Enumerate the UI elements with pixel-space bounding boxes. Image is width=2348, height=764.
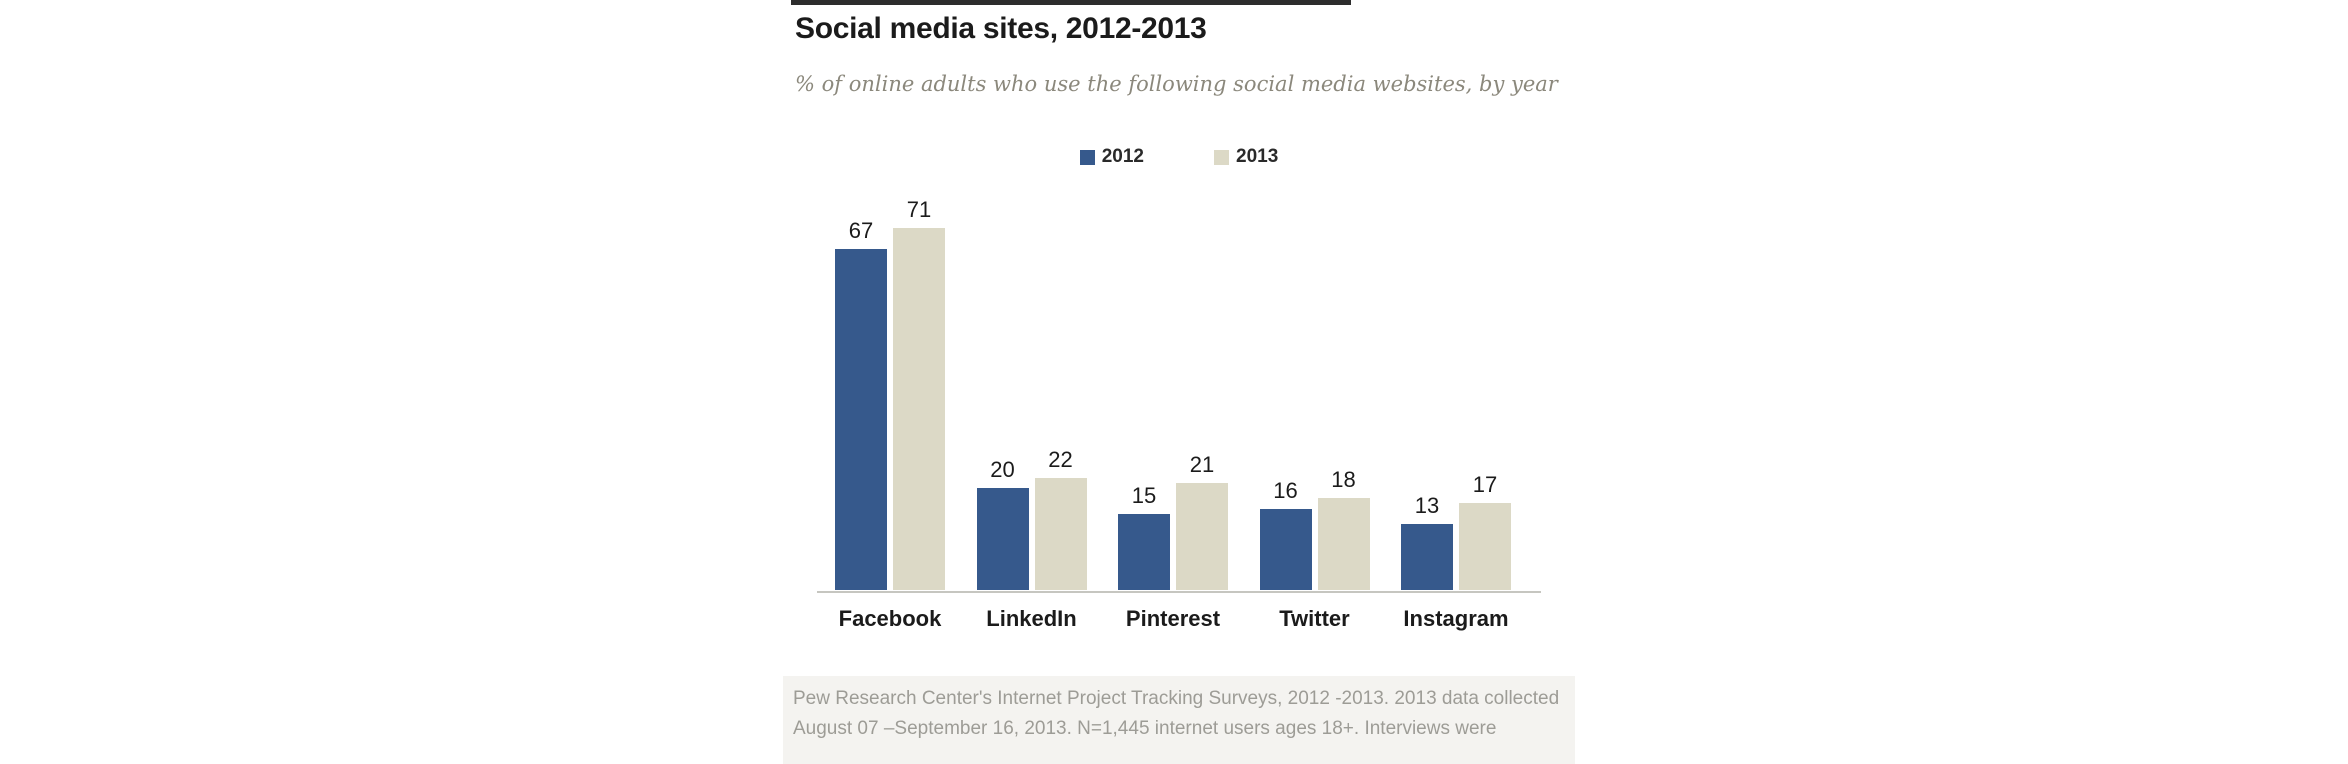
chart-subtitle: % of online adults who use the following… <box>795 72 1558 96</box>
source-note: Pew Research Center's Internet Project T… <box>793 684 1559 744</box>
bar-value-label: 18 <box>1331 467 1356 492</box>
category-label-facebook: Facebook <box>838 606 942 631</box>
bar-column: 22 <box>1034 447 1087 590</box>
legend-swatch-icon <box>1214 149 1229 165</box>
bar-2013-pinterest <box>1176 483 1228 590</box>
cropped-header-strip <box>791 0 1351 5</box>
bar-group-linkedin: 20 22 <box>976 447 1087 590</box>
bar-value-label: 22 <box>1048 447 1073 472</box>
chart-card: Social media sites, 2012-2013 % of onlin… <box>783 0 1575 764</box>
bar-column: 13 <box>1401 493 1453 590</box>
bar-value-label: 71 <box>906 197 932 222</box>
bar-group-pinterest: 15 21 <box>1118 452 1228 590</box>
legend-label: 2013 <box>1236 146 1279 167</box>
legend-item-2012: 2012 <box>1079 146 1144 168</box>
bar-column: 71 <box>893 197 945 590</box>
source-note-line-1: Pew Research Center's Internet Project T… <box>793 688 1560 709</box>
footer-background <box>783 676 1575 764</box>
bar-column: 16 <box>1259 478 1312 590</box>
bar-value-label: 20 <box>990 457 1015 482</box>
plot-area: 67 71 20 22 15 21 16 18 13 17 <box>835 190 1511 590</box>
bar-2013-instagram <box>1459 503 1511 590</box>
bar-value-label: 67 <box>848 218 874 243</box>
category-label-twitter: Twitter <box>1279 606 1350 631</box>
bar-group-twitter: 16 18 <box>1259 467 1370 590</box>
bar-column: 21 <box>1176 452 1228 590</box>
legend-item-2013: 2013 <box>1214 146 1278 168</box>
bar-2012-facebook <box>835 249 887 590</box>
bar-2013-linkedin <box>1034 478 1087 590</box>
bar-group-instagram: 13 17 <box>1401 472 1511 590</box>
category-label-pinterest: Pinterest <box>1125 606 1221 631</box>
bar-value-label: 13 <box>1414 493 1440 518</box>
bar-value-label: 15 <box>1131 483 1157 508</box>
bar-2012-linkedin <box>976 488 1029 590</box>
bar-2013-facebook <box>893 228 945 590</box>
bar-column: 17 <box>1459 472 1511 590</box>
legend: 2012 2013 <box>789 146 1569 168</box>
bar-column: 18 <box>1317 467 1370 590</box>
bar-column: 15 <box>1118 483 1170 590</box>
bar-column: 67 <box>835 218 887 590</box>
x-axis-line <box>817 591 1541 593</box>
bar-group-facebook: 67 71 <box>835 197 945 590</box>
chart-title: Social media sites, 2012-2013 <box>795 12 1207 45</box>
category-label-instagram: Instagram <box>1403 606 1509 631</box>
bar-2012-twitter <box>1259 509 1312 590</box>
bar-2013-twitter <box>1317 498 1370 590</box>
bar-value-label: 16 <box>1273 478 1298 503</box>
bar-value-label: 17 <box>1472 472 1498 497</box>
legend-label: 2012 <box>1101 146 1144 167</box>
bar-2012-pinterest <box>1118 514 1170 590</box>
source-note-line-2: August 07 –September 16, 2013. N=1,445 i… <box>793 718 1497 739</box>
category-label-linkedin: LinkedIn <box>986 606 1077 631</box>
bar-value-label: 21 <box>1189 452 1215 477</box>
x-axis-labels: Facebook LinkedIn Pinterest Twitter Instagra… <box>835 606 1511 632</box>
bar-column: 20 <box>976 457 1029 590</box>
bar-2012-instagram <box>1401 524 1453 590</box>
legend-swatch-icon <box>1079 149 1095 165</box>
